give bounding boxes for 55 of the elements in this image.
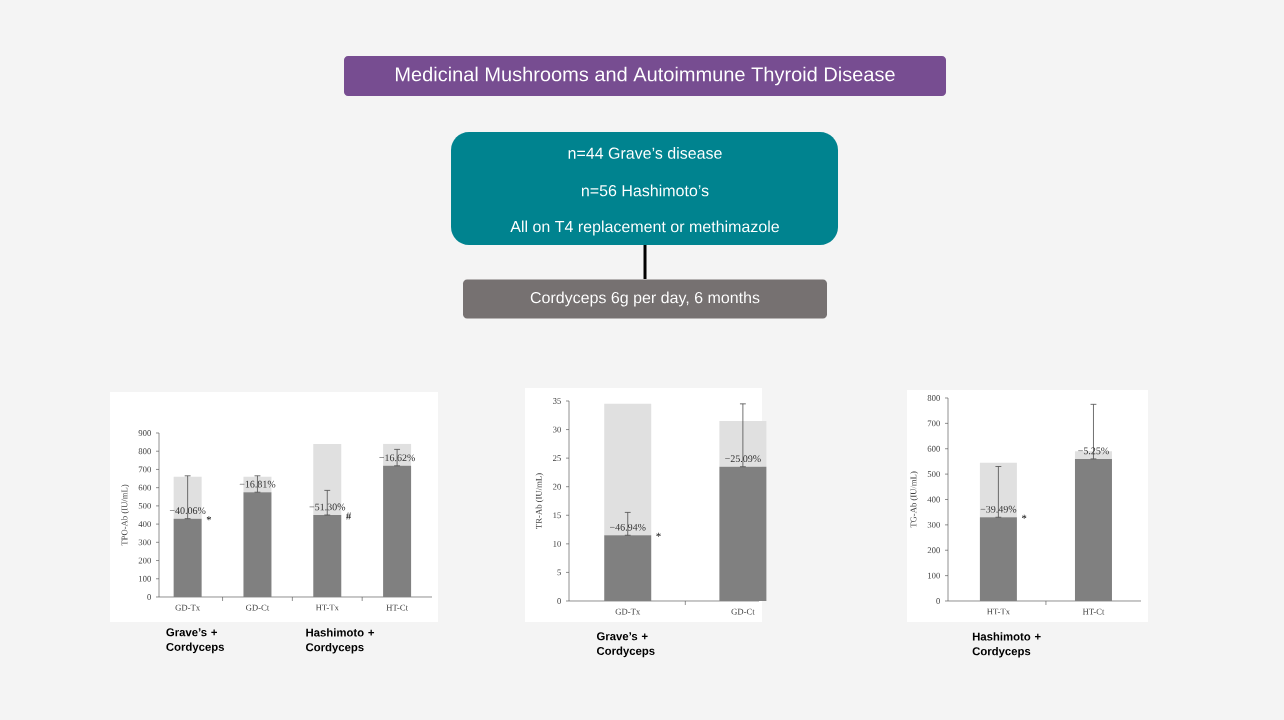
y-axis-title: TPO-Ab (IU/mL) <box>121 484 130 546</box>
y-tick-label: 30 <box>553 426 561 433</box>
y-axis-title: TG-Ab (IU/mL) <box>910 471 919 528</box>
text: All on T4 replacement or methimazole <box>510 220 779 236</box>
annotation: −51.30% <box>309 503 346 511</box>
y-tick-label: 700 <box>927 420 940 427</box>
text: n=56 Hashimoto’s <box>581 184 709 197</box>
text: Cordyceps 6g per day, 6 months <box>530 291 760 307</box>
y-tick-label: 200 <box>927 547 940 554</box>
y-tick-label: 35 <box>553 398 561 404</box>
y-tick-label: 800 <box>927 395 940 401</box>
x-tick-label: GD-Tx <box>175 604 201 611</box>
text: n=44 Grave’s disease <box>568 147 722 159</box>
x-tick-label: GD-Ct <box>731 608 755 615</box>
y-tick-label: 20 <box>553 483 561 490</box>
x-tick-label: GD-Tx <box>615 608 641 615</box>
y-tick-label: 300 <box>138 539 151 546</box>
x-tick-label: HT-Tx <box>987 608 1010 615</box>
annotation: −16.62% <box>379 454 415 462</box>
x-tick-label: HT-Tx <box>315 604 339 611</box>
y-tick-label: 100 <box>139 575 151 582</box>
y-tick-label: 0 <box>936 598 940 604</box>
text: Grave’s + Cordyceps <box>166 628 225 654</box>
text: Grave’s + Cordyceps <box>596 632 655 658</box>
y-tick-label: 700 <box>138 466 151 473</box>
y-tick-label: 600 <box>138 484 151 491</box>
y-tick-label: 600 <box>927 445 940 452</box>
y-tick-label: 500 <box>927 471 940 478</box>
y-tick-label: 0 <box>147 594 151 600</box>
y-tick-label: 25 <box>553 455 561 462</box>
y-tick-label: 900 <box>138 430 151 436</box>
y-tick-label: 0 <box>557 598 561 604</box>
annotation: −25.09% <box>725 455 761 463</box>
text: Medicinal Mushrooms and Autoimmune Thyroid Disease <box>395 66 895 86</box>
annotation: * <box>206 516 212 521</box>
annotation: * <box>1022 514 1027 519</box>
y-tick-label: 300 <box>927 521 940 528</box>
text: Hashimoto + Cordyceps <box>972 632 1041 658</box>
y-tick-label: 400 <box>138 521 151 528</box>
text: Hashimoto + Cordyceps <box>306 628 375 654</box>
y-axis-title: TR-Ab (IU/mL) <box>535 473 544 529</box>
x-tick-label: HT-Ct <box>386 604 408 611</box>
annotation: # <box>346 512 352 520</box>
y-tick-label: 200 <box>138 557 151 564</box>
x-tick-label: HT-Ct <box>1082 608 1105 615</box>
y-tick-label: 100 <box>928 572 940 579</box>
y-tick-label: 15 <box>553 512 561 519</box>
y-tick-label: 5 <box>557 569 561 576</box>
y-tick-label: 800 <box>138 448 151 455</box>
x-tick-label: GD-Ct <box>246 604 270 611</box>
annotation: * <box>656 532 661 537</box>
y-tick-label: 500 <box>138 502 151 509</box>
y-tick-label: 10 <box>553 540 561 547</box>
y-tick-label: 400 <box>927 496 940 503</box>
annotation: −46.94% <box>610 523 646 531</box>
